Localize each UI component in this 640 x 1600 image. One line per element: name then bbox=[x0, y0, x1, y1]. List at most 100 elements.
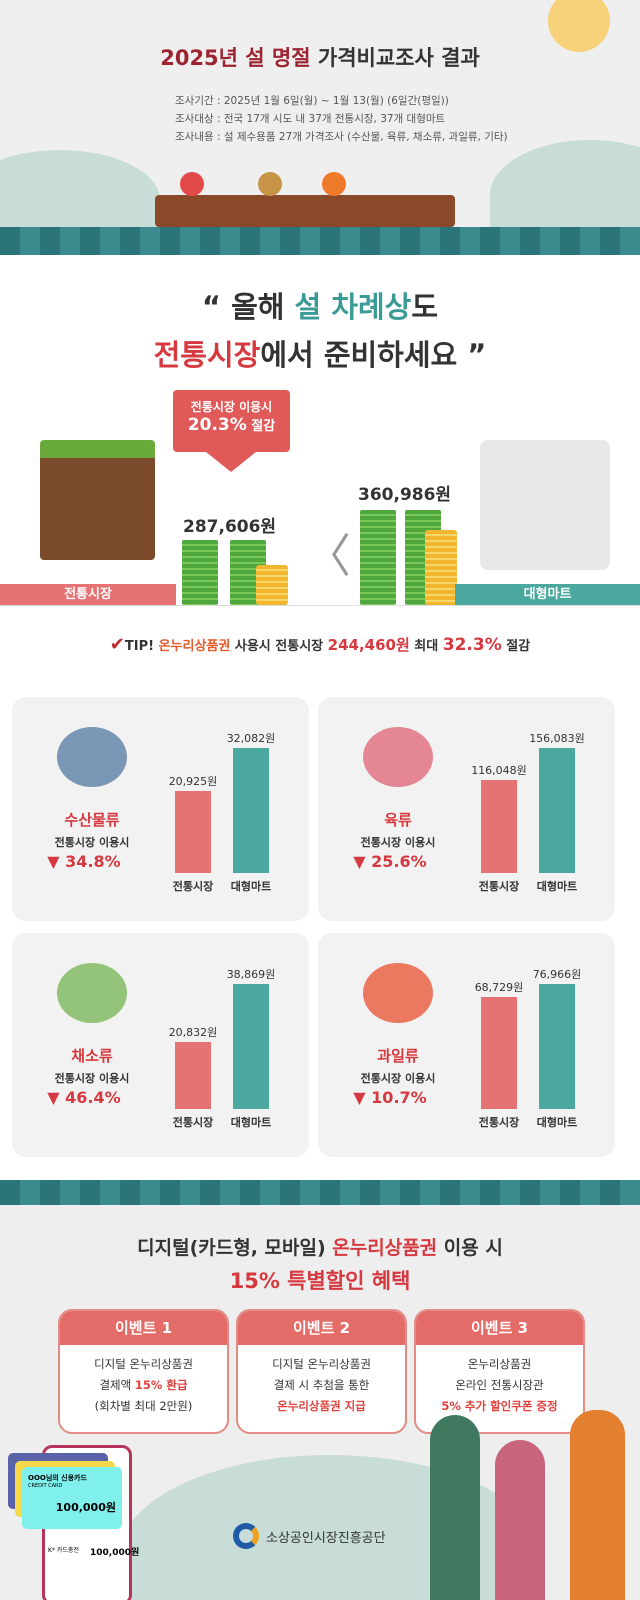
tip-line: ✔TIP! 온누리상품권 사용시 전통시장 244,460원 최대 32.3% … bbox=[109, 634, 531, 655]
pear-illustration bbox=[258, 172, 282, 196]
event-card-1: 이벤트 1 디지털 온누리상품권 결제액 15% 환급 (회차별 최대 2만원) bbox=[58, 1309, 229, 1434]
check-icon: ✔ bbox=[109, 634, 125, 655]
event-body: 디지털 온누리상품권 결제 시 추첨을 통한 온누리상품권 지급 bbox=[238, 1345, 405, 1417]
bar-mart bbox=[233, 984, 269, 1109]
bar-category-label: 전통시장 bbox=[478, 1116, 520, 1129]
survey-info: 조사기간 : 2025년 1월 6일(월) ~ 1월 13(월) (6일간(평일… bbox=[175, 92, 508, 146]
fruit-icon bbox=[363, 963, 433, 1023]
mart-total-price: 360,986원 bbox=[358, 485, 452, 505]
bar-value-label: 20,832원 bbox=[168, 1026, 218, 1039]
org-logo-icon bbox=[233, 1523, 259, 1549]
bar-market bbox=[481, 780, 517, 873]
card-sub: CREDIT CARD bbox=[28, 1483, 63, 1489]
bar-value-label: 38,869원 bbox=[226, 968, 276, 981]
bar-mart bbox=[539, 984, 575, 1109]
event-card-3: 이벤트 3 온누리상품권 온라인 전통시장관 5% 추가 할인쿠폰 증정 bbox=[414, 1309, 585, 1434]
meat-icon bbox=[363, 727, 433, 787]
event-title: 이벤트 3 bbox=[416, 1311, 583, 1345]
market-total-price: 287,606원 bbox=[183, 517, 277, 537]
category-savings: ▼ 46.4% bbox=[47, 1088, 121, 1107]
headline-line2: 전통시장에서 준비하세요 ” bbox=[153, 338, 487, 372]
person-illustration bbox=[430, 1415, 480, 1600]
event-body: 디지털 온누리상품권 결제액 15% 환급 (회차별 최대 2만원) bbox=[60, 1345, 227, 1417]
bar-value-label: 32,082원 bbox=[226, 732, 276, 745]
event-title: 이벤트 2 bbox=[238, 1311, 405, 1345]
bar-value-label: 156,083원 bbox=[529, 732, 585, 745]
card-amount: 100,000원 bbox=[55, 1501, 116, 1514]
pattern-band bbox=[0, 1180, 640, 1208]
event-line: 온라인 전통시장관 bbox=[455, 1378, 544, 1392]
category-card: 수산물류 전통시장 이용시 ▼ 34.8% 20,925원 전통시장 32,08… bbox=[12, 697, 309, 921]
category-card: 채소류 전통시장 이용시 ▼ 46.4% 20,832원 전통시장 38,869… bbox=[12, 933, 309, 1157]
category-name: 육류 bbox=[384, 811, 412, 829]
event-line: 온누리상품권 지급 bbox=[277, 1399, 366, 1413]
survey-target: 조사대상 : 전국 17개 시도 내 37개 전통시장, 37개 대형마트 bbox=[175, 113, 446, 125]
bar-mart bbox=[539, 748, 575, 873]
market-stall-illustration bbox=[40, 440, 155, 560]
category-savings: ▼ 34.8% bbox=[47, 852, 121, 871]
bar-value-label: 76,966원 bbox=[532, 968, 582, 981]
event-line: 결제 시 추첨을 통한 bbox=[273, 1378, 370, 1392]
divider bbox=[0, 605, 640, 606]
category-sub: 전통시장 이용시 bbox=[54, 1072, 130, 1085]
event-line: (회차별 최대 2만원) bbox=[94, 1399, 193, 1413]
transaction-label: K* 카드충전 bbox=[48, 1547, 79, 1554]
fish-shrimp-icon bbox=[57, 727, 127, 787]
event-line: 5% 추가 할인쿠폰 증정 bbox=[441, 1399, 558, 1413]
supermarket-illustration bbox=[480, 440, 610, 570]
pattern-band bbox=[0, 227, 640, 255]
savings-badge: 전통시장 이용시 20.3% 절감 bbox=[173, 390, 290, 472]
bar-mart bbox=[233, 748, 269, 873]
category-savings: ▼ 10.7% bbox=[353, 1088, 427, 1107]
bar-value-label: 116,048원 bbox=[471, 764, 527, 777]
promo-title: 디지털(카드형, 모바일) 온누리상품권 이용 시 bbox=[137, 1237, 503, 1259]
bar-market bbox=[175, 791, 211, 873]
category-sub: 전통시장 이용시 bbox=[360, 1072, 436, 1085]
category-savings: ▼ 25.6% bbox=[353, 852, 427, 871]
bar-category-label: 대형마트 bbox=[230, 880, 272, 893]
event-line: 디지털 온누리상품권 bbox=[94, 1357, 193, 1371]
sun-illustration bbox=[548, 0, 610, 52]
mart-label: 대형마트 bbox=[455, 584, 640, 606]
apple-illustration bbox=[180, 172, 204, 196]
money-stack bbox=[360, 510, 396, 605]
survey-period: 조사기간 : 2025년 1월 6일(월) ~ 1월 13(월) (6일간(평일… bbox=[175, 95, 449, 107]
bar-market bbox=[481, 997, 517, 1109]
page-title: 2025년 설 명절 가격비교조사 결과 bbox=[160, 46, 480, 70]
coin-stack bbox=[256, 565, 288, 605]
bar-market bbox=[175, 1042, 211, 1109]
coin-stack bbox=[425, 530, 457, 605]
person-illustration bbox=[570, 1410, 625, 1600]
bar-category-label: 대형마트 bbox=[536, 880, 578, 893]
card-name: OOO님의 신용카드 bbox=[28, 1474, 87, 1482]
event-card-2: 이벤트 2 디지털 온누리상품권 결제 시 추첨을 통한 온누리상품권 지급 bbox=[236, 1309, 407, 1434]
bar-value-label: 20,925원 bbox=[168, 775, 218, 788]
category-name: 수산물류 bbox=[64, 811, 120, 829]
event-line: 온누리상품권 bbox=[467, 1357, 532, 1371]
transaction-amount: 100,000원 bbox=[90, 1548, 140, 1558]
money-stack bbox=[182, 540, 218, 605]
bar-category-label: 전통시장 bbox=[172, 1116, 214, 1129]
category-name: 채소류 bbox=[71, 1047, 113, 1065]
header: 2025년 설 명절 가격비교조사 결과 조사기간 : 2025년 1월 6일(… bbox=[0, 0, 640, 255]
category-name: 과일류 bbox=[377, 1047, 419, 1065]
bar-category-label: 대형마트 bbox=[230, 1116, 272, 1129]
event-title: 이벤트 1 bbox=[60, 1311, 227, 1345]
bar-value-label: 68,729원 bbox=[474, 981, 524, 994]
persimmon-illustration bbox=[322, 172, 346, 196]
less-than-sign: 〈 bbox=[305, 529, 351, 583]
promo-section: 디지털(카드형, 모바일) 온누리상품권 이용 시 15% 특별할인 혜택 이벤… bbox=[0, 1205, 640, 1600]
category-card: 육류 전통시장 이용시 ▼ 25.6% 116,048원 전통시장 156,08… bbox=[318, 697, 615, 921]
person-illustration bbox=[495, 1440, 545, 1600]
market-label: 전통시장 bbox=[0, 584, 176, 606]
bar-category-label: 전통시장 bbox=[172, 880, 214, 893]
credit-card: OOO님의 신용카드 CREDIT CARD 100,000원 bbox=[22, 1467, 122, 1529]
bar-category-label: 전통시장 bbox=[478, 880, 520, 893]
vegetable-icon bbox=[57, 963, 127, 1023]
event-body: 온누리상품권 온라인 전통시장관 5% 추가 할인쿠폰 증정 bbox=[416, 1345, 583, 1417]
promo-subtitle: 15% 특별할인 혜택 bbox=[229, 1269, 411, 1293]
event-line: 결제액 15% 환급 bbox=[99, 1378, 188, 1392]
event-line: 디지털 온누리상품권 bbox=[272, 1357, 371, 1371]
org-name: 소상공인시장진흥공단 bbox=[266, 1531, 386, 1546]
category-card: 과일류 전통시장 이용시 ▼ 10.7% 68,729원 전통시장 76,966… bbox=[318, 933, 615, 1157]
